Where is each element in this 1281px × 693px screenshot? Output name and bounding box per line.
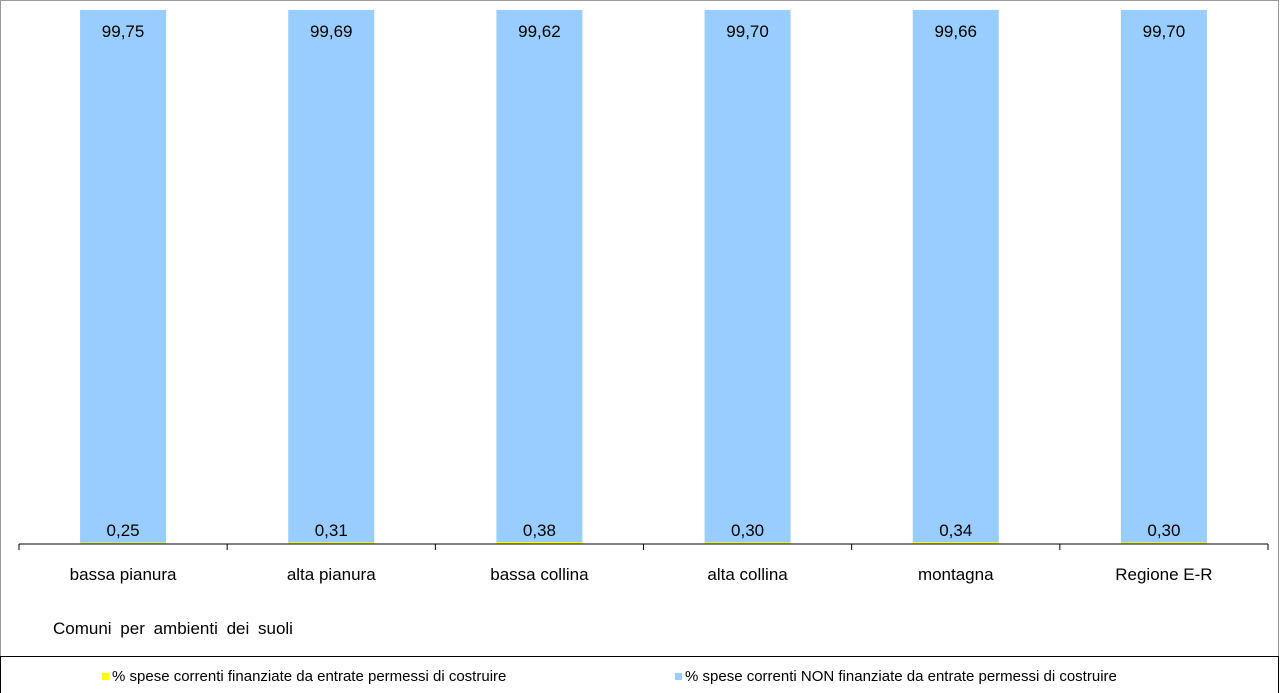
data-label-financed-1: 0,31 xyxy=(315,521,348,540)
bar-not-financed-0 xyxy=(80,10,167,543)
bar-not-financed-2 xyxy=(496,10,583,542)
data-label-not-financed-0: 99,75 xyxy=(102,22,145,41)
category-label-3: alta collina xyxy=(707,565,788,584)
data-label-financed-4: 0,34 xyxy=(939,521,972,540)
bar-not-financed-4 xyxy=(912,10,999,543)
bar-financed-4 xyxy=(912,542,999,544)
legend-swatch-not-financed xyxy=(675,673,682,680)
data-label-financed-0: 0,25 xyxy=(107,521,140,540)
bar-financed-1 xyxy=(288,542,375,544)
bar-financed-0 xyxy=(80,542,167,544)
category-label-5: Regione E-R xyxy=(1115,565,1212,584)
bars-group xyxy=(80,10,1207,544)
legend-label-not-financed: % spese correnti NON finanziate da entra… xyxy=(685,668,1117,685)
category-label-0: bassa pianura xyxy=(70,565,177,584)
data-labels-group: 0,25 99,75 0,31 99,69 0,38 99,62 0,30 99,70 0,34… xyxy=(102,22,1185,540)
x-axis-ticks xyxy=(18,544,1269,550)
legend-swatch-financed xyxy=(102,673,109,680)
data-label-not-financed-3: 99,70 xyxy=(726,22,769,41)
data-label-not-financed-5: 99,70 xyxy=(1143,22,1186,41)
x-axis-title: Comuni per ambienti dei suoli xyxy=(53,619,293,638)
legend-label-financed: % spese correnti finanziate da entrate p… xyxy=(112,668,506,685)
legend: % spese correnti finanziate da entrate p… xyxy=(0,656,1279,693)
data-label-not-financed-4: 99,66 xyxy=(934,22,977,41)
bar-financed-5 xyxy=(1120,542,1207,544)
data-label-not-financed-1: 99,69 xyxy=(310,22,353,41)
data-label-financed-3: 0,30 xyxy=(731,521,764,540)
bar-not-financed-5 xyxy=(1120,10,1207,543)
data-label-financed-2: 0,38 xyxy=(523,521,556,540)
bar-not-financed-3 xyxy=(704,10,791,543)
category-labels: bassa pianura alta pianura bassa collina al… xyxy=(70,565,1213,584)
data-label-not-financed-2: 99,62 xyxy=(518,22,561,41)
category-label-1: alta pianura xyxy=(287,565,376,584)
data-label-financed-5: 0,30 xyxy=(1147,521,1180,540)
bar-financed-3 xyxy=(704,542,791,544)
bar-not-financed-1 xyxy=(288,10,375,543)
category-label-2: bassa collina xyxy=(490,565,589,584)
bar-financed-2 xyxy=(496,541,583,544)
category-label-4: montagna xyxy=(918,565,994,584)
legend-box xyxy=(0,656,1279,693)
